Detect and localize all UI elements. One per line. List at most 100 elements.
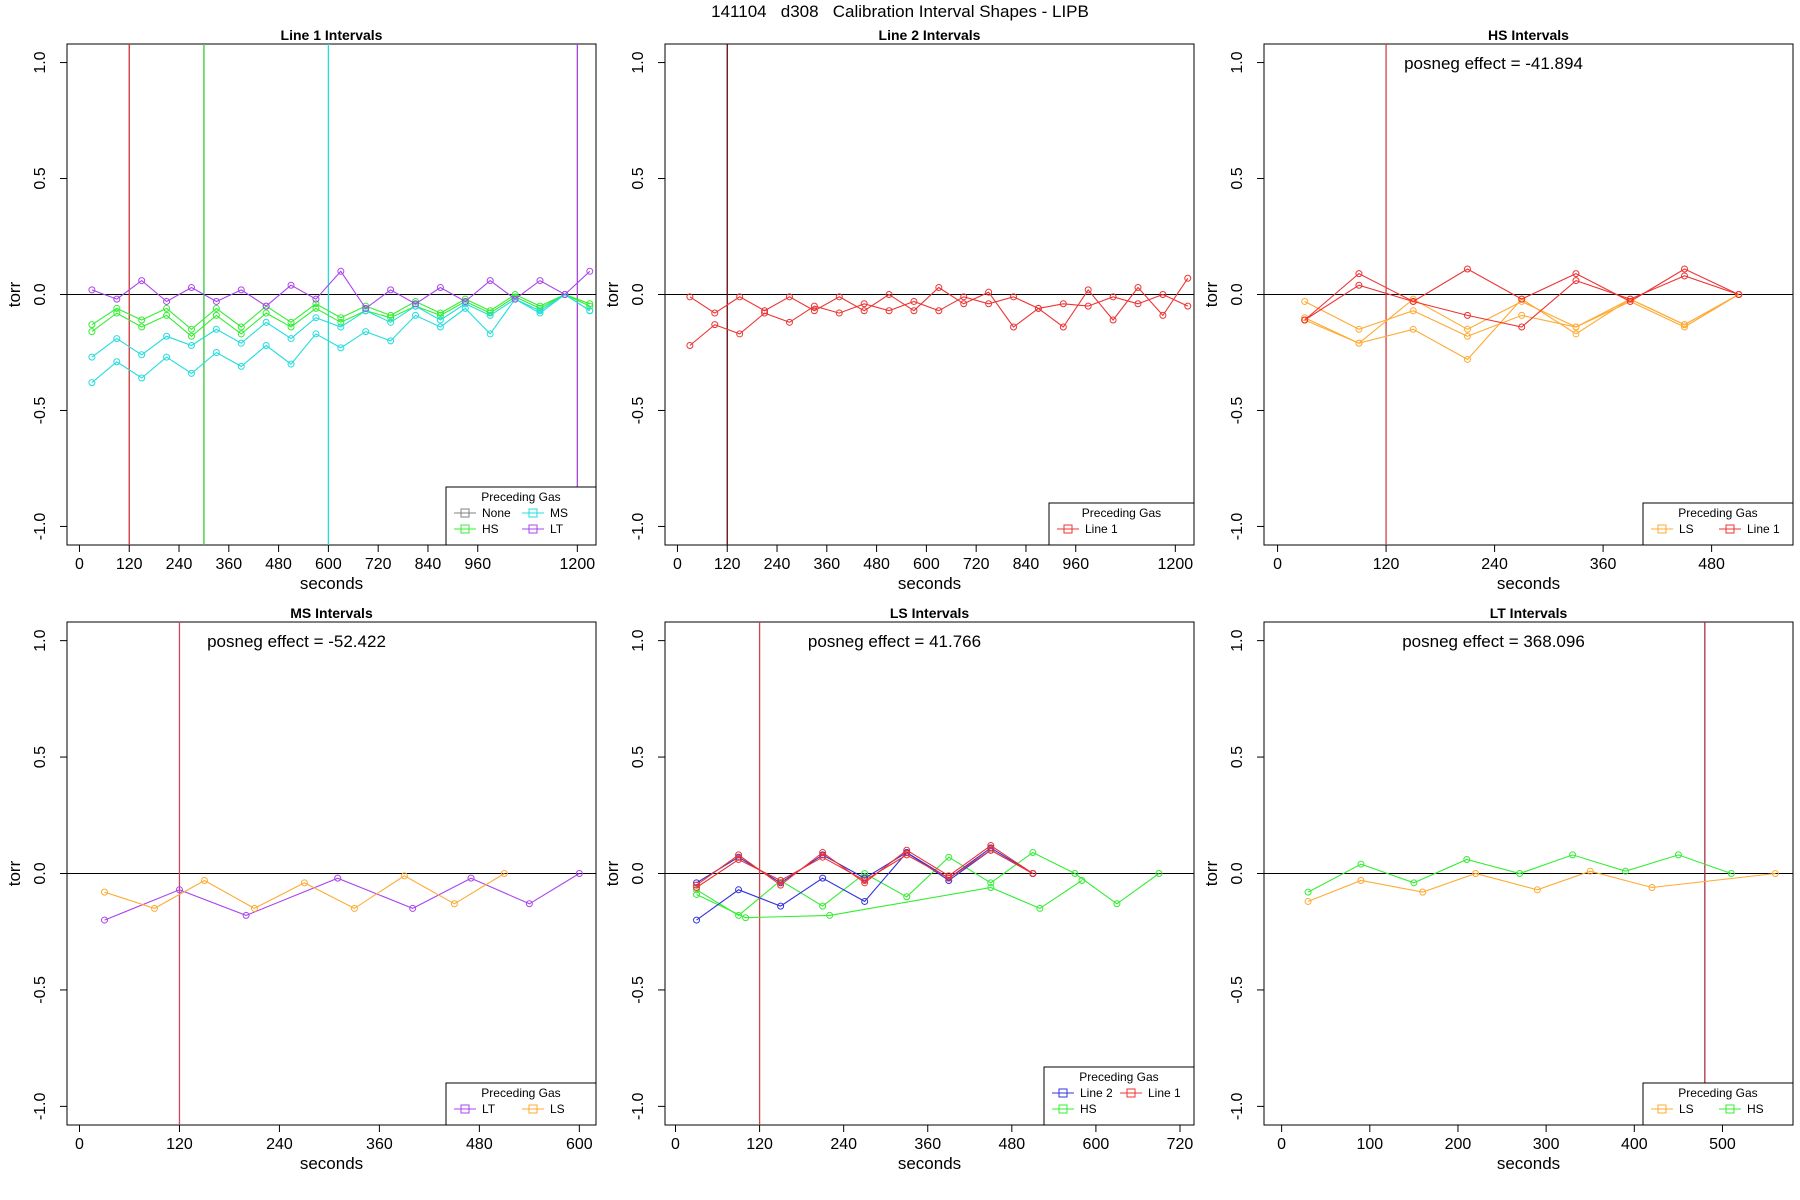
data-point [337, 267, 345, 275]
legend-entry: LS [1651, 522, 1694, 536]
legend-box [1642, 1082, 1794, 1126]
y-tick-label: 1.0 [32, 629, 49, 651]
data-point [1463, 856, 1471, 864]
legend-label: HS [1080, 1102, 1097, 1116]
x-axis: 0 120 240 360 480 600 seconds [75, 1124, 593, 1173]
x-tick-label: 840 [415, 556, 442, 573]
data-point [350, 904, 358, 912]
data-point [987, 883, 995, 891]
plot-area [1264, 622, 1793, 1125]
legend-label: Line 1 [1148, 1086, 1181, 1100]
data-point [826, 911, 834, 919]
data-point [1572, 330, 1580, 338]
chart-panel: LS Intervals -1.0 -0.5 0.0 0.5 1.0 torr 0 120 240… [603, 605, 1195, 1173]
series-line [1304, 275, 1739, 328]
x-tick-label: 360 [813, 556, 840, 573]
series-hs [693, 849, 1163, 919]
data-point [1357, 860, 1365, 868]
data-point [910, 297, 918, 305]
data-point [237, 286, 245, 294]
x-tick-label: 600 [1083, 1136, 1110, 1153]
y-tick-label: 0.5 [1229, 167, 1246, 189]
legend-label: LT [482, 1102, 496, 1116]
legend-swatch-marker [1058, 1104, 1068, 1114]
data-point [785, 293, 793, 301]
data-point [711, 321, 719, 329]
legend-swatch-marker [1725, 1104, 1735, 1114]
x-tick-label: 480 [863, 556, 890, 573]
data-point [113, 358, 121, 366]
data-point [561, 291, 569, 298]
data-point [945, 874, 953, 882]
data-point [337, 314, 345, 322]
data-point [536, 277, 544, 285]
data-point [467, 874, 475, 882]
data-point [287, 323, 295, 331]
data-point [1159, 311, 1167, 319]
legend-label: LS [1679, 1102, 1694, 1116]
chart-panel: Line 2 Intervals -1.0 -0.5 0.0 0.5 1.0 torr 0 12… [603, 27, 1195, 593]
data-point [1301, 297, 1309, 305]
x-axis-label: seconds [898, 1154, 961, 1173]
series-line-1 [686, 291, 1192, 350]
data-point [412, 311, 420, 319]
data-point [212, 325, 220, 333]
data-point [1010, 323, 1018, 331]
data-point [586, 302, 594, 310]
data-point [711, 309, 719, 317]
data-point [1109, 293, 1117, 301]
data-point [945, 853, 953, 861]
legend: Preceding Gas LT LS [445, 1082, 597, 1126]
legend-label: HS [1747, 1102, 1764, 1116]
data-point [88, 321, 96, 329]
data-point [785, 318, 793, 326]
legend: Preceding Gas None MS HS LT [445, 486, 597, 546]
legend-entry: LS [1651, 1102, 1694, 1116]
data-point [1626, 295, 1634, 303]
data-point [287, 360, 295, 368]
y-axis: -1.0 -0.5 0.0 0.5 1.0 torr [1202, 51, 1264, 540]
data-point [693, 916, 701, 924]
series-line [696, 847, 1034, 884]
data-point [536, 302, 544, 310]
data-point [1472, 870, 1480, 877]
y-axis-label: torr [603, 860, 622, 886]
series-line [91, 270, 591, 310]
data-point [1355, 281, 1363, 289]
y-tick-label: 1.0 [32, 51, 49, 73]
data-point [1727, 870, 1735, 877]
x-tick-label: 360 [366, 1136, 393, 1153]
data-point [436, 284, 444, 292]
y-axis-label: torr [5, 860, 24, 886]
legend: Preceding Gas Line 2 Line 1 HS [1043, 1066, 1195, 1126]
y-tick-label: -1.0 [32, 513, 49, 541]
data-point [1771, 870, 1779, 877]
data-point [150, 904, 158, 912]
data-point [1409, 297, 1417, 305]
y-tick-label: 0.5 [630, 167, 647, 189]
y-tick-label: -1.0 [630, 513, 647, 541]
series-lt [88, 267, 594, 312]
series-line [689, 277, 1189, 328]
plot-area [1264, 44, 1793, 545]
y-axis: -1.0 -0.5 0.0 0.5 1.0 torr [603, 51, 665, 540]
data-point [312, 304, 320, 312]
data-point [262, 318, 270, 326]
data-point [761, 307, 769, 315]
data-point [113, 304, 121, 312]
legend-entry: HS [1719, 1102, 1764, 1116]
data-point [1355, 270, 1363, 278]
y-axis-label: torr [5, 281, 24, 307]
data-point [138, 277, 146, 285]
legend-box [1043, 1066, 1195, 1126]
plot-area [67, 44, 596, 545]
x-tick-label: 100 [1356, 1136, 1383, 1153]
chart-title: HS Intervals [1488, 27, 1569, 43]
series-ls [1304, 867, 1779, 905]
data-point [409, 904, 417, 912]
data-point [575, 870, 583, 877]
data-point [88, 286, 96, 294]
data-point [362, 328, 370, 336]
x-tick-label: 0 [75, 1136, 84, 1153]
data-point [187, 342, 195, 350]
